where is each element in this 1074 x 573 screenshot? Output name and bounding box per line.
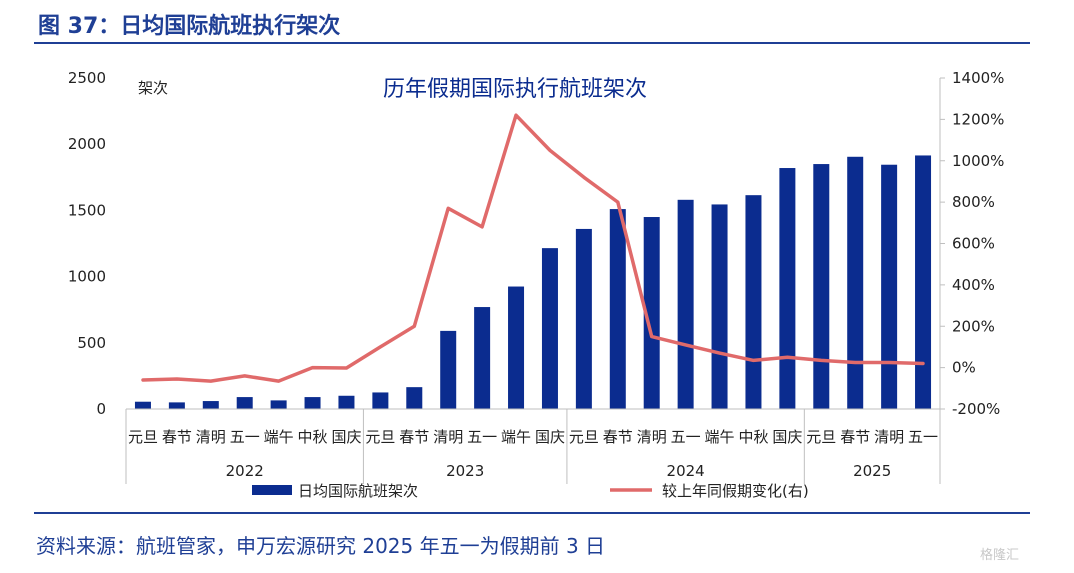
bar — [847, 156, 864, 409]
x-tick-label: 端午 — [501, 428, 531, 446]
x-tick-label: 清明 — [433, 428, 463, 446]
y-right-tick-label: 1000% — [952, 152, 1004, 170]
bar — [677, 199, 694, 409]
bar — [236, 397, 253, 409]
bar — [406, 387, 423, 409]
x-tick-label: 春节 — [840, 428, 870, 446]
x-tick-label: 元旦 — [569, 428, 599, 446]
bar — [881, 164, 898, 409]
x-group-label: 2022 — [226, 462, 264, 480]
x-tick-label: 端午 — [705, 428, 735, 446]
y-right-tick-label: 600% — [952, 235, 995, 253]
x-tick-label: 国庆 — [535, 428, 565, 446]
x-tick-label: 五一 — [230, 428, 260, 446]
x-group-label: 2025 — [853, 462, 891, 480]
y-right-tick-label: 200% — [952, 317, 995, 335]
bar — [813, 164, 830, 409]
x-tick-label: 国庆 — [772, 428, 802, 446]
y-right-tick-label: 1400% — [952, 69, 1004, 87]
y-left-tick-label: 2000 — [68, 135, 106, 153]
x-tick-label: 元旦 — [806, 428, 836, 446]
bar — [508, 286, 525, 409]
x-tick-label: 国庆 — [331, 428, 361, 446]
source-rule — [34, 512, 1030, 514]
bars-layer — [134, 155, 932, 409]
x-tick-label: 春节 — [399, 428, 429, 446]
y-right-tick-label: 1200% — [952, 110, 1004, 128]
y-left-tick-label: 0 — [96, 400, 106, 418]
y-right-tick-label: 400% — [952, 276, 995, 294]
title-rule — [34, 42, 1030, 44]
x-tick-label: 端午 — [264, 428, 294, 446]
bar — [338, 395, 355, 409]
y-left-tick-label: 1500 — [68, 201, 106, 219]
chart-title: 历年假期国际执行航班架次 — [383, 77, 647, 102]
bar — [372, 392, 389, 409]
x-tick-label: 五一 — [908, 428, 938, 446]
x-tick-label: 春节 — [603, 428, 633, 446]
bar — [202, 401, 219, 409]
legend-label-bar: 日均国际航班架次 — [298, 482, 418, 500]
x-group-label: 2024 — [667, 462, 705, 480]
x-tick-label: 中秋 — [738, 428, 768, 446]
y-left-tick-label: 2500 — [68, 69, 106, 87]
y-left-unit: 架次 — [138, 79, 168, 97]
watermark: 格隆汇 — [980, 548, 1020, 563]
bar — [711, 204, 728, 409]
bar — [779, 168, 796, 409]
y-left-tick-label: 500 — [77, 334, 106, 352]
x-tick-label: 春节 — [162, 428, 192, 446]
bar — [643, 217, 660, 409]
bar — [474, 307, 491, 409]
bar — [440, 330, 457, 409]
x-tick-label: 五一 — [671, 428, 701, 446]
x-tick-label: 清明 — [637, 428, 667, 446]
legend-label-line: 较上年同假期变化(右) — [662, 482, 809, 500]
x-tick-label: 元旦 — [365, 428, 395, 446]
bar — [575, 228, 592, 409]
bar — [134, 401, 151, 409]
bar — [745, 195, 762, 409]
bar — [609, 209, 626, 409]
series-line-yoy-change — [141, 113, 925, 383]
line-layer — [141, 113, 925, 383]
bar — [541, 248, 558, 409]
legend-swatch-bar — [252, 485, 292, 495]
axes-layer: 0 500 1000 1500 2000 2500 -200% 0% 200% 400% 600% 8… — [68, 69, 1005, 500]
figure-title: 图 37：日均国际航班执行架次 — [38, 14, 341, 39]
x-tick-label: 中秋 — [298, 428, 328, 446]
source-note: 资料来源：航班管家，申万宏源研究 2025 年五一为假期前 3 日 — [36, 534, 606, 558]
bar — [270, 400, 287, 409]
y-left-tick-label: 1000 — [68, 268, 106, 286]
bar — [304, 397, 321, 409]
y-right-tick-label: -200% — [952, 400, 1000, 418]
y-right-tick-label: 0% — [952, 359, 976, 377]
x-tick-label: 清明 — [874, 428, 904, 446]
bar — [915, 155, 932, 409]
x-tick-label: 清明 — [196, 428, 226, 446]
y-right-tick-label: 800% — [952, 193, 995, 211]
x-tick-label: 元旦 — [128, 428, 158, 446]
x-tick-label: 五一 — [467, 428, 497, 446]
bar — [168, 402, 185, 409]
x-group-label: 2023 — [446, 462, 484, 480]
